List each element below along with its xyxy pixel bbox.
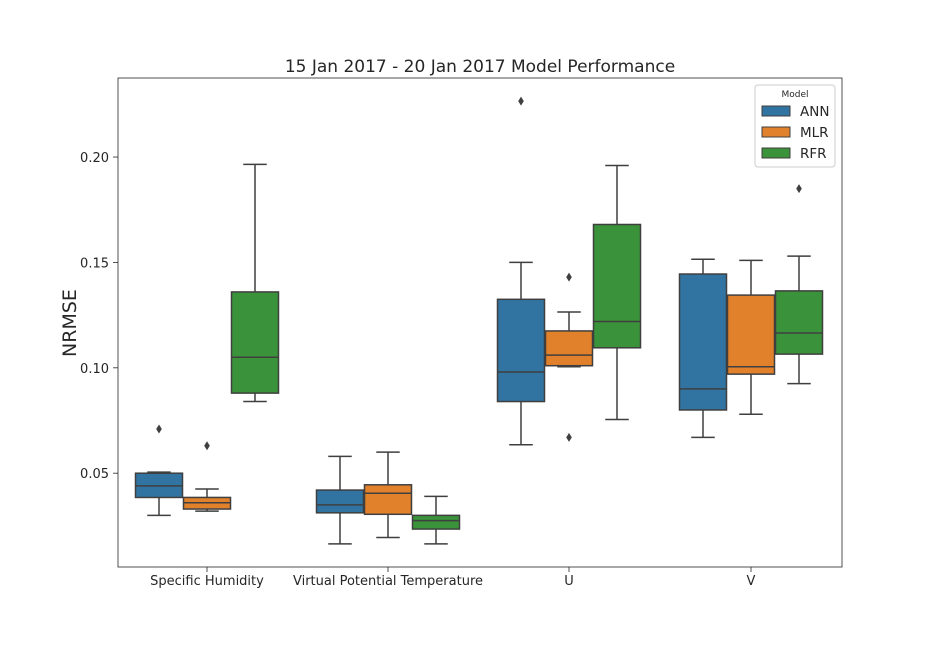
legend-swatch-ann: [761, 105, 791, 117]
outlier-point: [566, 272, 572, 282]
plot-frame: [117, 77, 843, 568]
y-tick-label: 0.05: [80, 467, 109, 482]
outlier-point: [156, 424, 162, 434]
boxes-layer: [134, 96, 824, 545]
box-rfr-2: [592, 164, 642, 421]
iqr-box: [678, 273, 728, 411]
x-tick-label: U: [564, 574, 574, 589]
box-mlr-2: [544, 272, 594, 442]
outlier-point: [566, 432, 572, 442]
x-axis: Specific Humidity Virtual Potential Tempe…: [150, 567, 756, 589]
legend: Model ANN MLR RFR: [754, 84, 836, 168]
legend-label-mlr: MLR: [800, 125, 829, 141]
iqr-box: [544, 330, 594, 367]
box-mlr-1: [363, 451, 413, 539]
outlier-point: [796, 184, 802, 194]
iqr-box: [496, 298, 546, 403]
box-rfr-3: [774, 184, 824, 385]
box-mlr-3: [726, 259, 776, 415]
x-tick-label: Specific Humidity: [150, 574, 264, 589]
outlier-point: [204, 441, 210, 451]
box-ann-3: [678, 258, 728, 439]
legend-label-ann: ANN: [800, 104, 829, 120]
box-mlr-0: [182, 441, 232, 512]
legend-title: Model: [781, 90, 808, 100]
legend-swatch-rfr: [761, 147, 791, 159]
y-axis-label: NRMSE: [59, 289, 81, 357]
x-tick-label: Virtual Potential Temperature: [293, 574, 483, 589]
y-tick-label: 0.20: [80, 151, 109, 166]
box-rfr-1: [411, 495, 461, 545]
y-tick-label: 0.15: [80, 256, 109, 271]
iqr-box: [315, 489, 365, 514]
iqr-box: [592, 223, 642, 349]
outlier-point: [518, 96, 524, 106]
y-tick-label: 0.10: [80, 362, 109, 377]
y-axis: 0.05 0.10 0.15 0.20: [80, 151, 118, 482]
box-ann-1: [315, 455, 365, 545]
iqr-box: [411, 514, 461, 530]
iqr-box: [230, 291, 280, 394]
iqr-box: [363, 484, 413, 516]
iqr-box: [726, 294, 776, 375]
legend-swatch-mlr: [761, 126, 791, 138]
x-tick-label: V: [747, 574, 756, 589]
box-rfr-0: [230, 163, 280, 403]
iqr-box: [774, 290, 824, 355]
box-ann-2: [496, 96, 546, 446]
chart-title: 15 Jan 2017 - 20 Jan 2017 Model Performa…: [285, 57, 675, 77]
box-ann-0: [134, 424, 184, 517]
legend-label-rfr: RFR: [800, 146, 827, 162]
